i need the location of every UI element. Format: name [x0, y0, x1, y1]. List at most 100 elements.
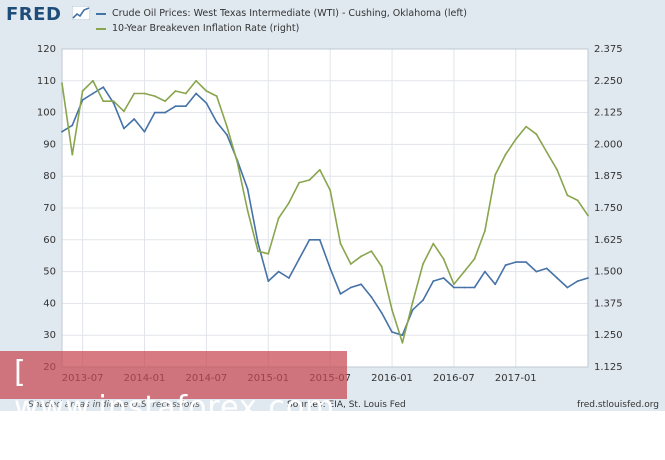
data-point-breakeven: [504, 153, 507, 156]
data-point-breakeven: [329, 189, 332, 192]
y-right-tick-label: 2.000: [594, 139, 623, 150]
data-point-wti: [257, 242, 259, 244]
data-point-breakeven: [370, 250, 373, 253]
y-right-tick-label: 1.500: [594, 267, 623, 278]
data-point-breakeven: [308, 179, 311, 181]
data-point-wti: [123, 127, 125, 130]
data-point-breakeven: [453, 283, 455, 286]
y-left-tick-label: 100: [37, 108, 56, 119]
data-point-breakeven: [257, 250, 259, 253]
data-point-breakeven: [432, 242, 435, 245]
data-point-breakeven: [391, 308, 393, 311]
y-right-tick-label: 2.250: [594, 76, 623, 87]
data-point-breakeven: [81, 90, 84, 92]
data-point-breakeven: [463, 270, 466, 273]
data-point-wti: [566, 286, 569, 289]
data-point-wti: [71, 124, 74, 127]
data-point-breakeven: [576, 199, 579, 202]
data-point-breakeven: [318, 168, 321, 171]
data-point-breakeven: [349, 263, 352, 265]
watermark-banner: [ www.instaforex.com ]: [0, 351, 347, 460]
site-link[interactable]: fred.stlouisfed.org: [577, 400, 659, 410]
data-point-breakeven: [267, 252, 270, 255]
data-point-wti: [61, 130, 63, 133]
y-right-tick-label: 1.250: [594, 330, 623, 341]
legend-item-wti: Crude Oil Prices: West Texas Intermediat…: [96, 8, 467, 19]
data-point-wti: [556, 277, 558, 279]
data-point-breakeven: [174, 90, 177, 92]
data-point-wti: [370, 296, 373, 298]
y-left-tick-label: 40: [43, 298, 56, 309]
data-point-breakeven: [525, 125, 527, 128]
data-point-wti: [504, 264, 507, 267]
line-chart: 20304050607080901001101201.1251.2501.375…: [37, 44, 623, 384]
data-point-breakeven: [195, 79, 198, 82]
data-point-wti: [102, 86, 105, 89]
data-point-breakeven: [288, 202, 290, 204]
data-point-breakeven: [61, 82, 63, 85]
y-right-tick-label: 1.375: [594, 298, 623, 309]
legend-label-wti: Crude Oil Prices: West Texas Intermediat…: [112, 8, 467, 19]
y-right-tick-label: 1.625: [594, 235, 623, 246]
data-point-wti: [81, 99, 84, 101]
data-point-breakeven: [422, 263, 424, 265]
data-point-breakeven: [102, 100, 105, 103]
data-point-wti: [184, 105, 187, 108]
data-point-breakeven: [226, 125, 228, 128]
y-right-tick-label: 2.375: [594, 44, 623, 55]
data-point-breakeven: [236, 161, 239, 164]
data-point-wti: [267, 280, 270, 282]
x-tick-label: 2016-07: [433, 373, 475, 384]
data-point-wti: [453, 286, 455, 289]
data-point-wti: [514, 261, 517, 263]
y-left-tick-label: 50: [43, 267, 56, 278]
data-point-wti: [174, 105, 177, 108]
data-point-breakeven: [380, 265, 383, 268]
data-point-breakeven: [401, 341, 404, 344]
data-point-breakeven: [411, 301, 414, 303]
data-point-wti: [484, 270, 486, 273]
data-point-wti: [380, 312, 383, 314]
legend-swatch-wti: [96, 12, 106, 15]
data-point-wti: [535, 270, 538, 273]
data-point-breakeven: [514, 138, 517, 141]
data-point-breakeven: [71, 153, 74, 156]
y-left-tick-label: 120: [37, 44, 56, 55]
data-point-breakeven: [545, 151, 548, 153]
recession-note: Shaded areas indicate U.S. recessions: [28, 400, 200, 410]
data-point-wti: [422, 299, 424, 302]
data-point-wti: [401, 334, 404, 337]
data-point-wti: [329, 267, 332, 270]
data-point-breakeven: [442, 258, 445, 260]
data-point-breakeven: [184, 92, 187, 95]
data-point-wti: [133, 118, 136, 120]
y-right-tick-label: 1.750: [594, 203, 623, 214]
series-line-wti: [61, 86, 589, 337]
legend-label-breakeven: 10-Year Breakeven Inflation Rate (right): [112, 23, 300, 34]
data-point-breakeven: [484, 230, 486, 232]
data-point-wti: [226, 134, 228, 136]
sources-note: Sources: EIA, St. Louis Fed: [287, 400, 406, 410]
data-point-wti: [442, 277, 445, 279]
data-point-wti: [143, 130, 146, 133]
data-point-wti: [391, 331, 393, 333]
data-point-wti: [525, 261, 527, 263]
data-point-wti: [195, 92, 198, 95]
data-point-wti: [494, 283, 497, 286]
data-point-wti: [463, 286, 466, 289]
data-point-breakeven: [587, 214, 589, 217]
data-point-wti: [339, 293, 342, 295]
data-point-wti: [164, 111, 167, 114]
data-point-breakeven: [143, 92, 146, 95]
data-point-wti: [288, 277, 290, 279]
data-point-breakeven: [298, 181, 301, 184]
fred-logo[interactable]: FRED: [6, 4, 62, 25]
data-point-wti: [277, 270, 280, 273]
data-point-breakeven: [494, 174, 497, 176]
data-point-wti: [215, 121, 218, 123]
data-point-breakeven: [473, 258, 476, 260]
data-point-breakeven: [205, 90, 208, 92]
chart-header: FRED Crude Oil Prices: West Texas Interm…: [0, 0, 665, 42]
data-point-breakeven: [246, 209, 249, 212]
data-point-wti: [587, 277, 589, 279]
